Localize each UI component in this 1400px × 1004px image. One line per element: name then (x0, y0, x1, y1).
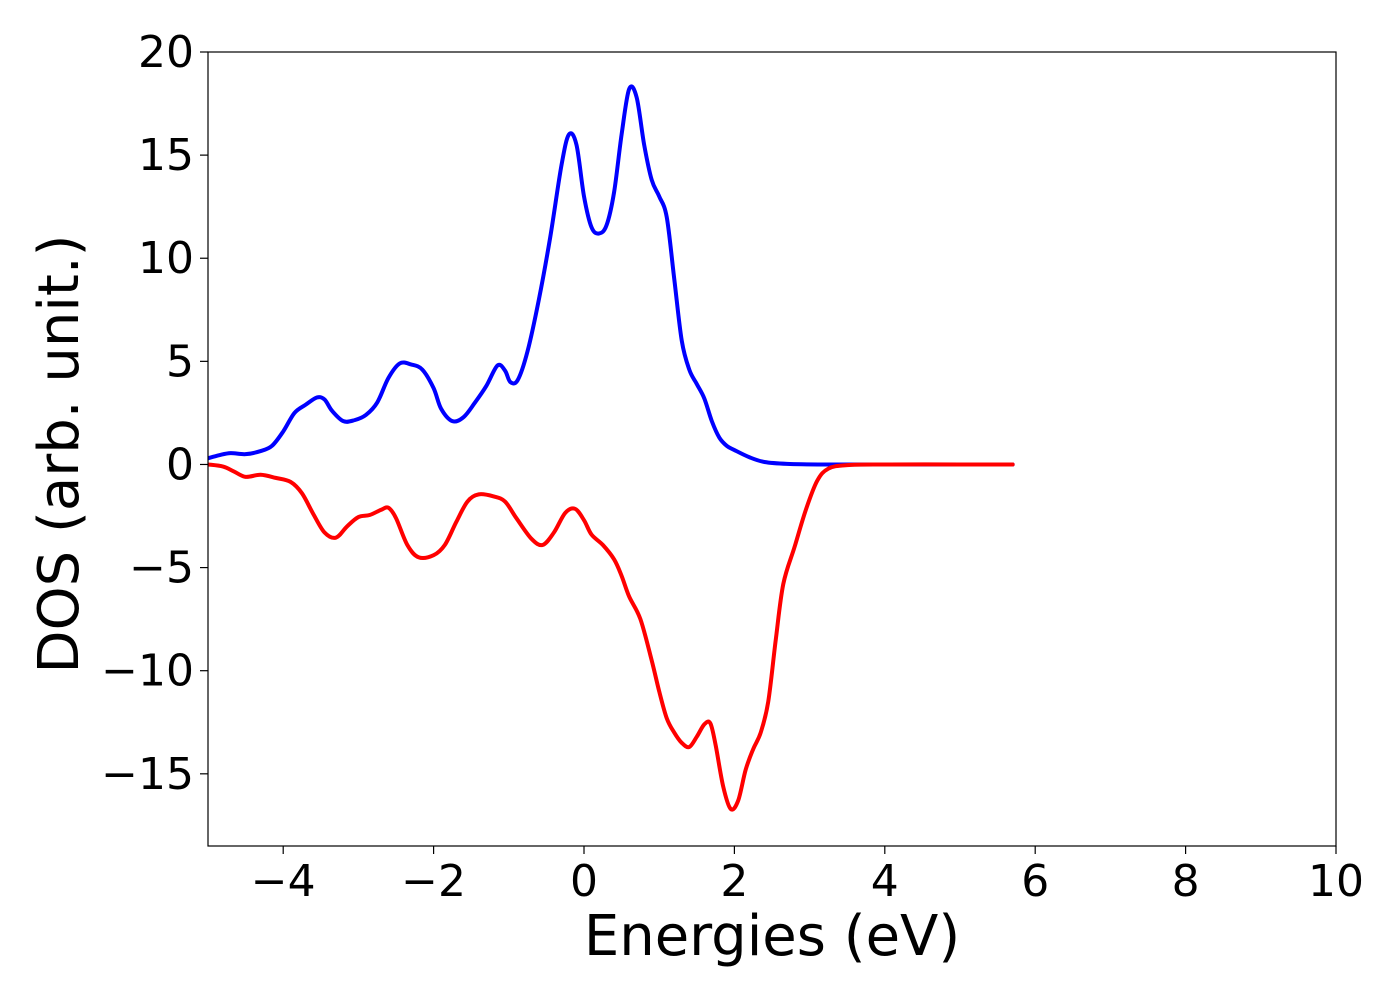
x-tick-label: 6 (1021, 856, 1049, 907)
y-tick-label: 0 (166, 439, 194, 490)
x-axis-label: Energies (eV) (584, 904, 960, 969)
x-tick-label: 2 (720, 856, 748, 907)
y-tick-label: −10 (101, 646, 194, 697)
y-tick-label: −5 (129, 543, 194, 594)
y-axis-ticks: −15 −10 −5 0 5 10 15 20 (101, 27, 208, 800)
x-tick-label: −2 (401, 856, 466, 907)
x-tick-label: 4 (871, 856, 899, 907)
y-tick-label: 20 (138, 27, 194, 78)
x-tick-label: 8 (1172, 856, 1200, 907)
x-tick-label: −4 (251, 856, 316, 907)
x-axis-ticks: −4 −2 0 2 4 6 8 10 (251, 846, 1364, 907)
dos-series-line-2 (208, 462, 1015, 812)
plot-frame (207, 51, 1337, 847)
y-tick-label: 10 (138, 233, 194, 284)
y-tick-label: −15 (101, 749, 194, 800)
x-tick-label: 0 (570, 856, 598, 907)
series-layer (208, 84, 1015, 812)
dos-series-line-1 (208, 84, 1015, 467)
x-tick-label: 10 (1308, 856, 1364, 907)
y-tick-label: 5 (166, 336, 194, 387)
y-axis-label: DOS (arb. unit.) (27, 234, 92, 673)
y-tick-label: 15 (138, 130, 194, 181)
